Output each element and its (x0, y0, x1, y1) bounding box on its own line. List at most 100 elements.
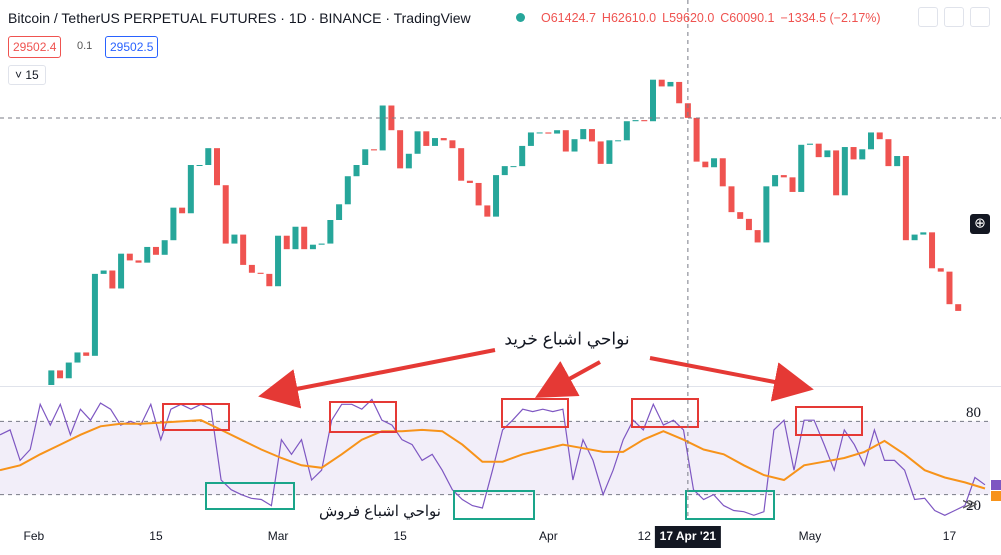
annotation-boxes (162, 398, 863, 520)
candle (5, 407, 11, 417)
candle (571, 139, 578, 152)
candle (929, 232, 936, 269)
candle (344, 176, 351, 205)
candle (205, 148, 212, 165)
candle (318, 243, 325, 245)
candle (894, 156, 901, 167)
ohlc: O61424.7 H62610.0 L59620.0 C60090.1 −1334.5 … (541, 11, 881, 25)
candle (370, 149, 377, 151)
candle (536, 132, 543, 134)
candle (833, 150, 840, 196)
button[interactable] (970, 7, 990, 27)
candle (667, 81, 674, 87)
candle (554, 130, 561, 134)
collapse-icon[interactable]: ≫ (962, 496, 978, 513)
candle (754, 230, 761, 243)
ohlc-value: L59620.0 (662, 11, 715, 25)
oscillator-pane: 80 20 (0, 398, 990, 516)
status-dot (516, 13, 525, 22)
candle (327, 220, 334, 244)
candle (711, 158, 718, 168)
candle (179, 207, 186, 214)
candle (144, 246, 151, 263)
candle (388, 105, 395, 131)
candle (815, 143, 822, 158)
box (162, 403, 230, 431)
interval-value: 15 (25, 68, 39, 82)
candle (737, 212, 744, 219)
candle (798, 144, 805, 192)
candle (196, 165, 203, 166)
candle (946, 271, 953, 305)
candle (152, 246, 159, 255)
candle (187, 165, 194, 214)
candle (266, 273, 273, 287)
series-tag (991, 491, 1001, 501)
candle (83, 352, 90, 356)
candle (693, 117, 700, 162)
oscillator-line (0, 419, 986, 490)
box (501, 398, 569, 428)
add-icon[interactable]: ⊕ (974, 215, 986, 231)
candle (257, 272, 264, 274)
candle (841, 147, 848, 196)
x-tick-label: May (799, 529, 822, 543)
candle (676, 81, 683, 104)
x-tick-label: Feb (24, 529, 45, 543)
button[interactable] (944, 7, 964, 27)
candle (745, 218, 752, 231)
candle (362, 149, 369, 165)
price-pane (0, 79, 1001, 419)
candle (309, 244, 316, 250)
add-button[interactable] (970, 214, 990, 234)
bid[interactable]: 29502.4 (8, 36, 62, 58)
candle (275, 235, 282, 287)
candle (74, 352, 81, 363)
candle (405, 153, 412, 169)
candle (868, 132, 874, 150)
candle (466, 180, 473, 183)
oversold-label: نواحي اشباع فروش (319, 503, 441, 520)
candle (702, 161, 709, 168)
candle (650, 79, 656, 122)
interval[interactable]: ˅ 15 (8, 65, 46, 85)
candle (449, 140, 456, 149)
candle (527, 132, 534, 146)
candle (475, 182, 482, 206)
window-controls (918, 7, 990, 27)
candle (135, 260, 142, 263)
arrows (258, 348, 814, 409)
candle (920, 232, 927, 235)
candle (91, 273, 98, 356)
candle (623, 121, 630, 141)
candle (161, 240, 168, 255)
candle (902, 156, 909, 241)
x-tick-label: 15 (149, 529, 163, 543)
box (685, 490, 775, 520)
candle (728, 186, 735, 213)
arrow (258, 348, 496, 409)
overbought-label: نواحي اشباع خريد (504, 329, 629, 349)
arrow (649, 356, 814, 402)
candle (109, 270, 116, 289)
candle (126, 253, 133, 261)
candle (0, 418, 2, 419)
box (329, 401, 397, 433)
candle (719, 158, 726, 187)
crosshair-label: 17 Apr '21 (660, 529, 717, 543)
ask[interactable]: 29502.5 (105, 36, 159, 58)
candle (414, 131, 421, 154)
candle (615, 140, 622, 142)
candle (763, 186, 770, 243)
x-axis: Feb 15 Mar 15 Apr 12 May 17 17 Apr '21 (24, 526, 956, 548)
x-tick-label: 15 (393, 529, 407, 543)
candle (353, 165, 360, 177)
spread: 0.1 (77, 40, 93, 52)
candle (248, 264, 255, 273)
button[interactable] (918, 7, 938, 27)
candle (510, 166, 517, 168)
candle (876, 132, 883, 140)
x-tick-label: Apr (539, 529, 558, 543)
